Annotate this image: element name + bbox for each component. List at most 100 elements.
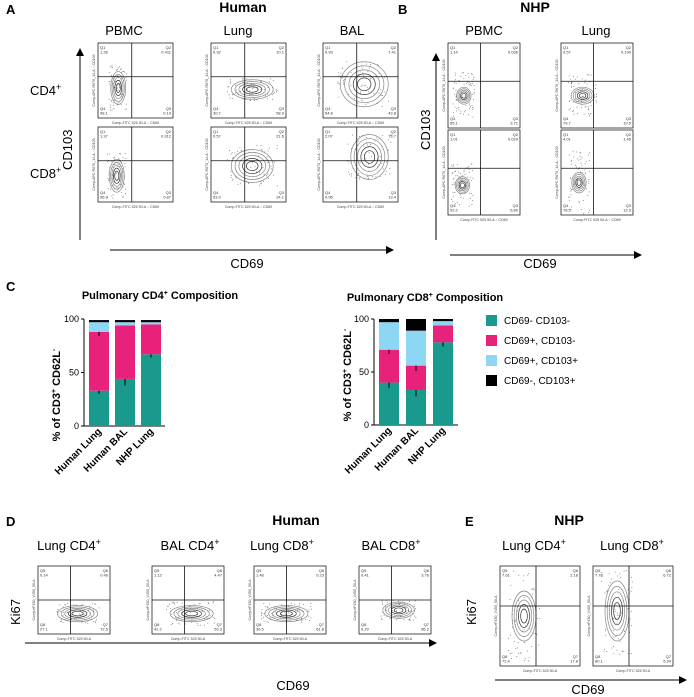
event-dot bbox=[251, 87, 253, 89]
event-dot bbox=[539, 608, 541, 610]
event-dot bbox=[113, 86, 115, 88]
event-dot bbox=[613, 645, 615, 647]
event-dot bbox=[568, 196, 570, 198]
event-dot bbox=[260, 613, 262, 615]
event-dot bbox=[575, 166, 577, 168]
event-dot bbox=[466, 81, 468, 83]
event-dot bbox=[352, 134, 354, 136]
quadrant-value: 12.0 bbox=[623, 208, 632, 213]
bar-segment bbox=[406, 330, 426, 366]
event-dot bbox=[570, 209, 572, 211]
event-dot bbox=[455, 98, 457, 100]
bar-segment bbox=[406, 319, 426, 331]
event-dot bbox=[612, 630, 614, 632]
bar-segment bbox=[433, 321, 453, 326]
event-dot bbox=[386, 610, 388, 612]
panel-letter-b: B bbox=[398, 2, 407, 17]
event-dot bbox=[471, 105, 473, 107]
quadrant-value: 0.93 bbox=[325, 50, 334, 55]
event-dot bbox=[381, 162, 383, 164]
event-dot bbox=[576, 76, 578, 78]
quadrant-value: 1.28 bbox=[100, 50, 109, 55]
event-dot bbox=[595, 100, 597, 102]
event-dot bbox=[360, 85, 362, 87]
event-dot bbox=[116, 186, 118, 188]
contour-ring bbox=[71, 610, 84, 617]
event-dot bbox=[533, 632, 535, 634]
event-dot bbox=[117, 187, 119, 189]
event-dot bbox=[109, 104, 111, 106]
contour-ring bbox=[230, 79, 274, 100]
event-dot bbox=[108, 179, 110, 181]
plot-x-label: Comp-FITC 525 50-A :: CD69 bbox=[112, 205, 159, 209]
event-dot bbox=[605, 628, 607, 630]
event-dot bbox=[115, 69, 117, 71]
event-dot bbox=[348, 171, 350, 173]
event-dot bbox=[258, 171, 260, 173]
quadrant-name: Q8 bbox=[502, 654, 508, 659]
event-dot bbox=[367, 163, 369, 165]
event-dot bbox=[265, 159, 267, 161]
contour-ring bbox=[363, 150, 376, 164]
contour-ring bbox=[173, 606, 210, 621]
event-dot bbox=[261, 615, 263, 617]
event-dot bbox=[578, 159, 580, 161]
event-dot bbox=[459, 173, 461, 175]
event-dot bbox=[515, 648, 517, 650]
quadrant-name: Q6 bbox=[319, 568, 325, 573]
header-human-d: Human bbox=[272, 512, 319, 528]
col-title-lung-b: Lung bbox=[582, 23, 611, 38]
event-dot bbox=[94, 622, 96, 624]
event-dot bbox=[229, 81, 231, 83]
event-dot bbox=[270, 168, 272, 170]
quadrant-name: Q2 bbox=[626, 132, 632, 137]
event-dot bbox=[468, 171, 470, 173]
event-dot bbox=[64, 604, 66, 606]
bar-segment bbox=[115, 325, 135, 379]
quadrant-value: 17.8 bbox=[570, 659, 579, 664]
chart-ylabel-cd4: % of CD3+ CD62L- bbox=[51, 348, 63, 441]
event-dot bbox=[452, 103, 454, 105]
event-dot bbox=[266, 175, 268, 177]
event-dot bbox=[613, 653, 615, 655]
event-dot bbox=[117, 166, 119, 168]
quadrant-value: 95.1 bbox=[450, 121, 459, 126]
event-dot bbox=[590, 113, 592, 115]
event-dot bbox=[262, 166, 264, 168]
event-dot bbox=[621, 651, 623, 653]
event-dot bbox=[378, 72, 380, 74]
event-dot bbox=[67, 611, 69, 613]
event-dot bbox=[267, 606, 269, 608]
event-dot bbox=[172, 623, 174, 625]
bar-segment bbox=[89, 390, 109, 426]
quadrant-value: 19.5 bbox=[623, 121, 632, 126]
event-dot bbox=[369, 144, 371, 146]
plot-y-label: Comp-eF450_V450_50-A bbox=[146, 579, 150, 621]
event-dot bbox=[522, 630, 524, 632]
quadrant-value: 0.32 bbox=[213, 50, 222, 55]
quadrant-name: Q2 bbox=[166, 129, 172, 134]
event-dot bbox=[472, 195, 474, 197]
event-dot bbox=[368, 178, 370, 180]
event-dot bbox=[299, 603, 301, 605]
event-dot bbox=[581, 165, 583, 167]
event-dot bbox=[361, 72, 363, 74]
event-dot bbox=[522, 580, 524, 582]
event-dot bbox=[287, 610, 289, 612]
quadrant-value: 0.312 bbox=[161, 134, 172, 139]
legend-swatch bbox=[486, 335, 497, 346]
quadrant-name: Q5 bbox=[502, 568, 508, 573]
event-dot bbox=[369, 64, 371, 66]
event-dot bbox=[235, 92, 237, 94]
event-dot bbox=[455, 175, 457, 177]
contour-ring bbox=[246, 161, 259, 171]
event-dot bbox=[125, 103, 127, 105]
event-dot bbox=[463, 171, 465, 173]
event-dot bbox=[458, 109, 460, 111]
plot-x-label: Comp-FITC 525 50-A bbox=[523, 669, 558, 673]
quadrant-value: 53.3 bbox=[214, 627, 223, 632]
event-dot bbox=[264, 95, 266, 97]
contour-ring bbox=[114, 80, 123, 96]
